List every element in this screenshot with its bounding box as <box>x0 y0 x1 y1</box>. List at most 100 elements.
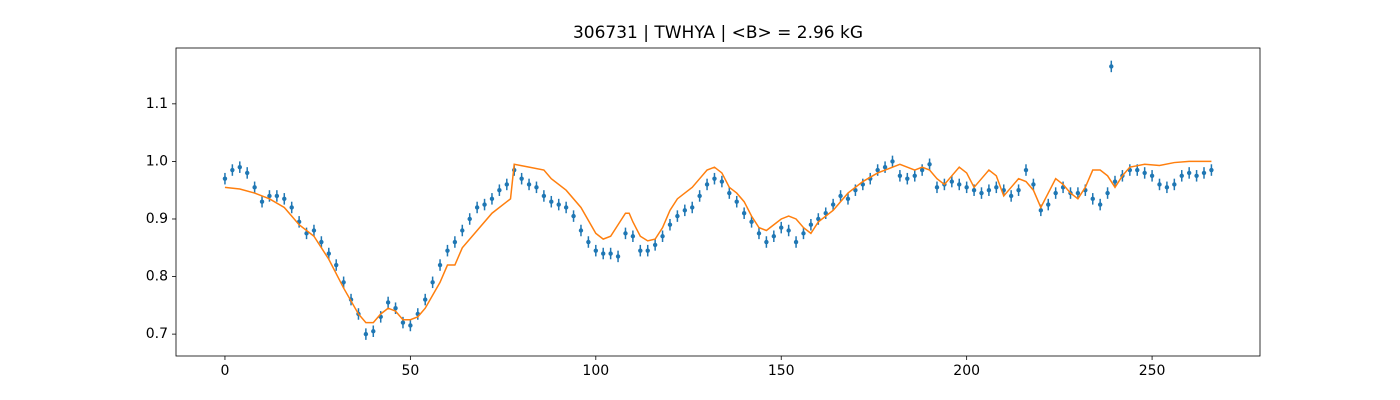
data-point <box>927 162 932 167</box>
data-point <box>749 219 754 225</box>
data-point <box>645 248 650 253</box>
data-point <box>423 297 428 302</box>
data-point <box>452 239 458 245</box>
data-point <box>1172 182 1177 187</box>
data-point <box>1164 185 1170 190</box>
data-point <box>682 208 688 213</box>
data-point <box>830 202 836 207</box>
y-tick-label: 0.7 <box>146 326 168 342</box>
data-point <box>623 231 628 236</box>
data-point <box>712 176 717 181</box>
data-point <box>971 187 977 193</box>
data-point <box>638 248 643 253</box>
data-point <box>593 248 599 253</box>
data-point <box>949 179 955 184</box>
data-point <box>282 196 287 202</box>
data-point <box>764 239 769 245</box>
data-point <box>719 179 725 184</box>
data-point <box>385 300 391 305</box>
data-point <box>534 185 539 190</box>
data-point <box>1090 196 1095 202</box>
data-point <box>697 193 702 199</box>
data-point <box>222 176 228 181</box>
data-point <box>704 182 710 187</box>
data-point <box>393 306 398 311</box>
y-tick-label: 0.8 <box>146 269 168 285</box>
data-point <box>964 185 969 190</box>
data-point <box>667 222 673 227</box>
data-point <box>793 239 799 245</box>
data-point <box>934 185 940 190</box>
x-tick-label: 200 <box>953 363 980 379</box>
data-point <box>252 185 257 190</box>
data-point <box>430 280 435 285</box>
data-point <box>690 205 695 210</box>
y-tick-label: 1.0 <box>146 153 168 169</box>
data-point <box>808 222 814 227</box>
model-line <box>224 160 1212 324</box>
data-point <box>230 167 235 173</box>
data-point <box>1135 167 1140 173</box>
data-point <box>1157 182 1162 187</box>
y-tick-label: 0.9 <box>146 211 168 227</box>
data-point <box>371 329 376 334</box>
data-point <box>1179 173 1184 179</box>
data-point <box>563 205 569 210</box>
data-point <box>890 159 895 164</box>
data-point <box>519 176 524 181</box>
data-point <box>586 239 591 245</box>
data-point <box>1149 173 1155 179</box>
data-point <box>986 187 992 193</box>
data-point <box>897 173 903 179</box>
data-point <box>882 164 888 170</box>
data-point <box>1109 64 1114 69</box>
data-point <box>489 196 495 202</box>
data-point <box>1046 202 1051 207</box>
data-point <box>957 182 962 187</box>
data-point <box>445 248 450 253</box>
data-point <box>259 199 265 204</box>
data-point <box>779 225 784 230</box>
data-point <box>334 262 339 268</box>
data-point <box>652 242 658 248</box>
data-point <box>526 182 532 187</box>
data-point <box>1038 208 1044 213</box>
data-point <box>1194 173 1199 179</box>
data-point <box>482 202 487 207</box>
x-tick-label: 0 <box>220 363 229 379</box>
data-point <box>1112 179 1118 184</box>
data-point <box>363 331 369 337</box>
data-point <box>994 185 999 190</box>
data-point <box>979 190 984 196</box>
x-tick-label: 100 <box>582 363 609 379</box>
data-point <box>630 234 636 239</box>
data-point <box>1105 190 1110 196</box>
data-point <box>319 239 324 245</box>
data-point <box>311 228 317 233</box>
x-tick-label: 150 <box>768 363 795 379</box>
data-point <box>571 213 576 219</box>
data-point <box>838 193 843 199</box>
data-point <box>267 193 272 199</box>
data-point <box>497 187 502 193</box>
data-point <box>237 164 242 170</box>
data-point <box>1209 167 1214 173</box>
x-tick-label: 250 <box>1139 363 1166 379</box>
data-point <box>1075 190 1081 196</box>
data-point <box>289 205 294 210</box>
x-tick-label: 50 <box>401 363 419 379</box>
data-point <box>727 190 732 196</box>
data-point <box>1016 187 1021 193</box>
data-point <box>245 170 250 176</box>
data-point <box>408 323 413 328</box>
data-point <box>912 173 917 179</box>
data-point <box>801 231 806 236</box>
data-point <box>1023 167 1029 173</box>
data-point <box>1201 170 1207 176</box>
data-point <box>756 231 762 236</box>
data-point <box>341 280 346 285</box>
data-point <box>601 251 606 256</box>
data-point <box>741 211 747 216</box>
data-point <box>274 193 280 199</box>
